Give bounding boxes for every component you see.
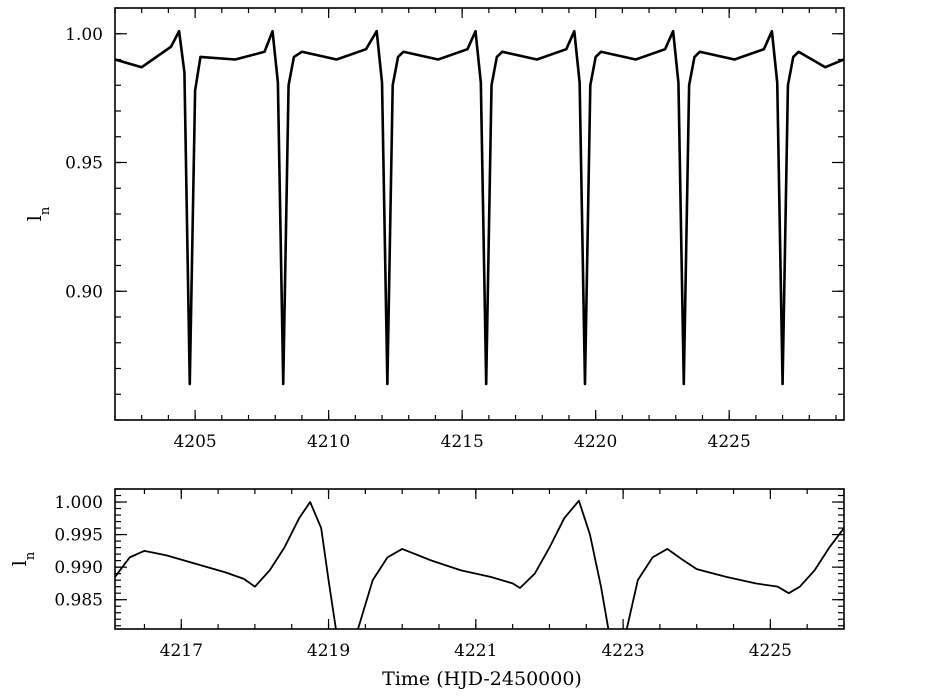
top-x-tick-label: 4215 <box>441 432 484 452</box>
bottom-x-tick-label: 4225 <box>749 641 792 661</box>
top-y-tick-label: 1.00 <box>65 25 103 45</box>
bottom-x-axis-label: Time (HJD-2450000) <box>382 668 582 690</box>
top-y-axis-label: ln <box>24 206 53 221</box>
top-y-tick-label: 0.90 <box>65 282 103 302</box>
bottom-y-tick-label: 0.990 <box>54 558 103 578</box>
bottom-y-tick-label: 0.985 <box>54 591 103 611</box>
bottom-panel-frame <box>114 488 845 630</box>
bottom-y-tick-label: 0.995 <box>54 526 103 546</box>
top-x-tick-label: 4205 <box>173 432 216 452</box>
top-x-tick-label: 4210 <box>307 432 350 452</box>
top-light-curve-line <box>115 29 844 386</box>
top-panel: 4205 4210 4215 4220 4225 0.90 0.95 1.00 ln <box>24 7 845 452</box>
top-x-tick-label: 4220 <box>574 432 617 452</box>
top-y-tick-label: 0.95 <box>65 154 103 174</box>
bottom-x-tick-label: 4221 <box>454 641 497 661</box>
bottom-y-axis-label: ln <box>9 551 38 566</box>
top-x-tick-label: 4225 <box>708 432 751 452</box>
bottom-x-tick-label: 4223 <box>601 641 644 661</box>
bottom-y-tick-label: 1.000 <box>54 493 103 513</box>
bottom-panel: 4217 4219 4221 4223 4225 0.985 0.990 0.995 1.000… <box>9 488 845 690</box>
top-panel-ticks <box>114 7 844 421</box>
bottom-light-curve-line <box>115 499 844 629</box>
bottom-x-tick-label: 4217 <box>160 641 203 661</box>
bottom-panel-ticks <box>115 488 845 629</box>
top-panel-tick-labels: 4205 4210 4215 4220 4225 0.90 0.95 1.00 <box>65 25 751 452</box>
bottom-panel-tick-labels: 4217 4219 4221 4223 4225 0.985 0.990 0.995 1.000 <box>54 493 792 661</box>
bottom-x-tick-label: 4219 <box>307 641 350 661</box>
